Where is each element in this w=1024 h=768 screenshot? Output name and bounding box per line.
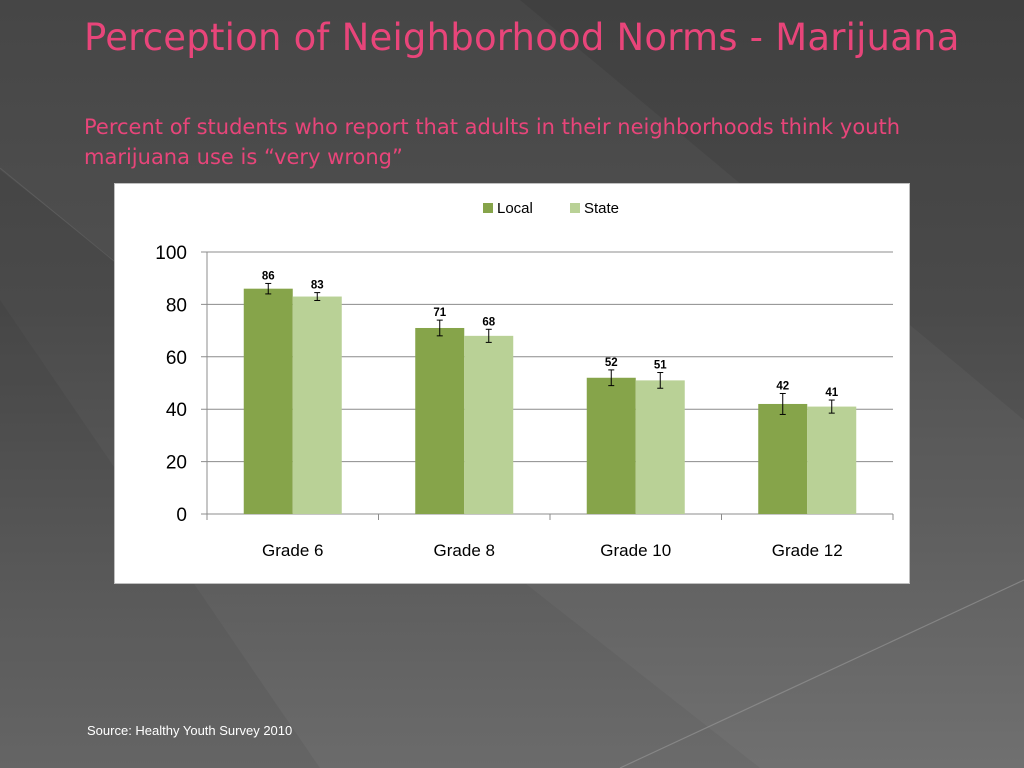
data-label: 68 [482,316,495,328]
chart-frame: 0 20 40 60 80 100 86 83 Grade 6 71 68 Grade 8 52 51 Gr… [114,183,910,584]
data-label: 83 [311,280,324,292]
legend-label-local: Local [497,200,533,217]
x-tick-label: Grade 8 [434,541,495,560]
data-label: 51 [654,360,667,372]
bar-local [758,403,808,514]
legend-swatch-state [570,203,580,213]
bar-local [243,288,293,514]
bar-local [415,327,465,514]
data-label: 86 [262,270,275,282]
y-tick-label: 60 [166,348,187,369]
bar-local [586,377,636,514]
legend-swatch-local [483,203,493,213]
data-label: 42 [776,380,789,392]
slide-subtitle: Percent of students who report that adul… [84,115,901,169]
y-tick-label: 40 [166,400,187,421]
x-tick-label: Grade 12 [772,541,843,560]
y-tick-label: 20 [166,453,187,474]
y-tick-label: 100 [155,243,187,264]
bar-state [464,335,514,514]
x-tick-label: Grade 6 [262,541,323,560]
data-label: 52 [605,357,618,369]
bar-state [807,406,857,514]
x-tick-label: Grade 10 [600,541,671,560]
source-note: Source: Healthy Youth Survey 2010 [87,723,293,738]
bar-chart: 0 20 40 60 80 100 86 83 Grade 6 71 68 Grade 8 52 51 Gr… [155,200,894,560]
y-tick-label: 0 [176,505,187,526]
data-label: 41 [825,387,838,399]
y-tick-label: 80 [166,295,187,316]
slide-title: Perception of Neighborhood Norms - Marij… [84,16,960,59]
data-label: 71 [433,307,446,319]
bar-state [635,380,685,514]
legend-label-state: State [584,200,619,217]
bar-state [292,296,342,514]
